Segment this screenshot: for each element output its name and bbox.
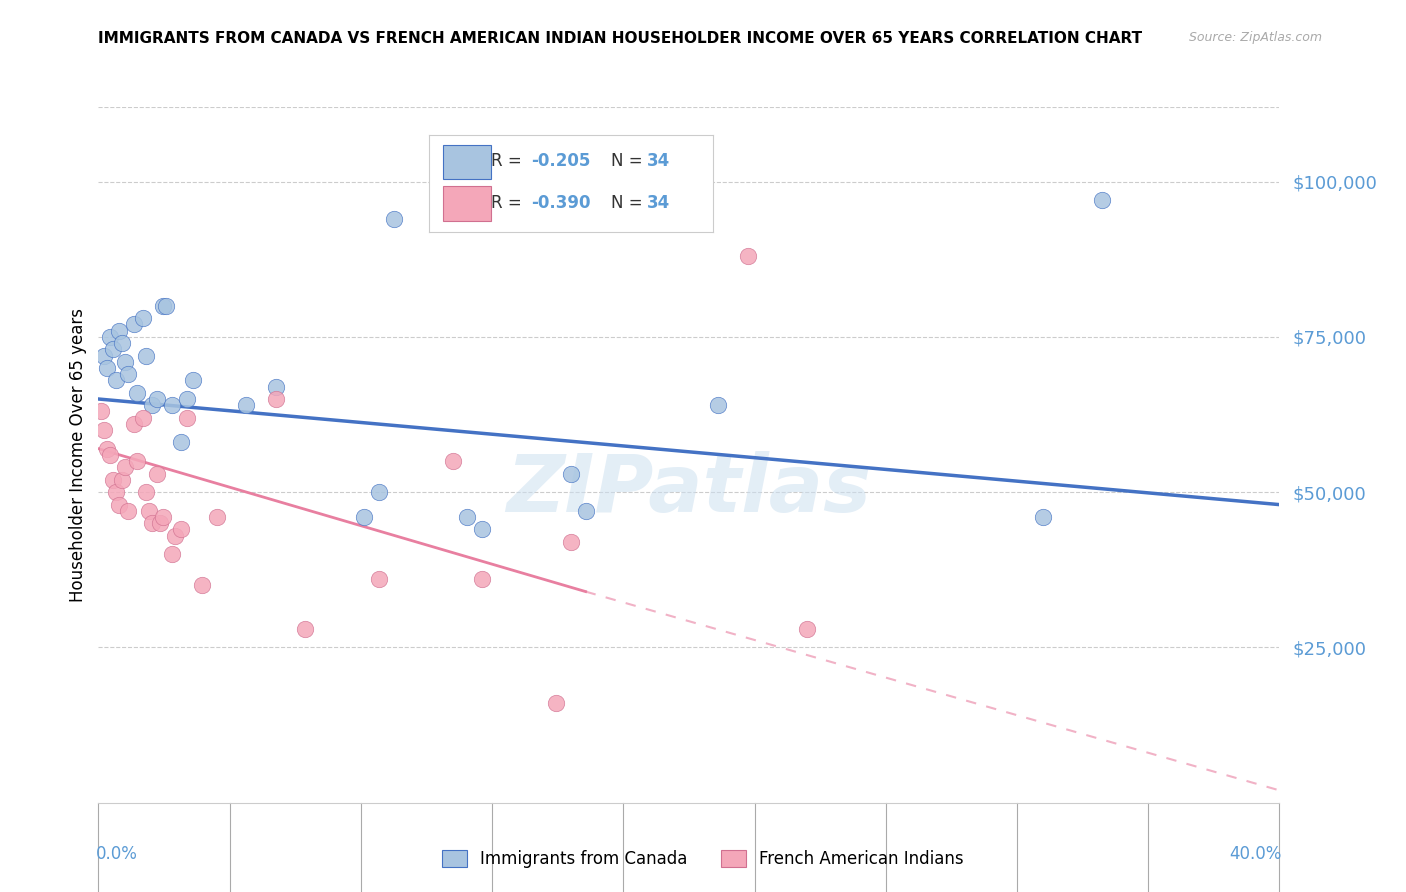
Point — [152, 510, 174, 524]
Point — [191, 578, 214, 592]
Point — [117, 504, 139, 518]
Point — [125, 385, 148, 400]
Point — [114, 460, 136, 475]
Point — [90, 404, 112, 418]
Point — [152, 299, 174, 313]
Point — [574, 504, 596, 518]
Point — [546, 697, 568, 711]
Y-axis label: Householder Income Over 65 years: Householder Income Over 65 years — [69, 308, 87, 602]
Text: 0.0%: 0.0% — [96, 845, 138, 863]
Point — [125, 454, 148, 468]
Point — [560, 534, 582, 549]
Point — [111, 336, 134, 351]
Point — [103, 343, 125, 357]
Point — [155, 299, 177, 313]
Text: -0.205: -0.205 — [531, 153, 591, 170]
Point — [471, 523, 494, 537]
Point — [456, 510, 478, 524]
Text: Source: ZipAtlas.com: Source: ZipAtlas.com — [1188, 31, 1322, 45]
Point — [93, 349, 115, 363]
Point — [105, 485, 128, 500]
Point — [353, 510, 375, 524]
Point — [162, 547, 183, 561]
Point — [132, 410, 155, 425]
Point — [737, 249, 759, 263]
Point — [264, 392, 287, 406]
Point — [235, 398, 257, 412]
Point — [141, 516, 163, 531]
Point — [117, 367, 139, 381]
Point — [176, 392, 198, 406]
Bar — [443, 186, 491, 220]
Text: IMMIGRANTS FROM CANADA VS FRENCH AMERICAN INDIAN HOUSEHOLDER INCOME OVER 65 YEAR: IMMIGRANTS FROM CANADA VS FRENCH AMERICA… — [98, 31, 1143, 46]
Point — [122, 417, 145, 431]
Text: R =: R = — [492, 194, 527, 212]
Point — [138, 504, 160, 518]
Point — [382, 211, 405, 226]
Point — [105, 373, 128, 387]
Point — [176, 410, 198, 425]
Point — [108, 324, 131, 338]
Bar — [443, 145, 491, 178]
Point — [103, 473, 125, 487]
Point — [205, 510, 228, 524]
Text: 34: 34 — [647, 194, 671, 212]
Point — [181, 373, 204, 387]
Point — [93, 423, 115, 437]
Point — [98, 330, 121, 344]
Point — [149, 516, 172, 531]
Point — [96, 360, 118, 375]
Text: 34: 34 — [647, 153, 671, 170]
Point — [165, 529, 187, 543]
Point — [132, 311, 155, 326]
Point — [170, 435, 193, 450]
Point — [1091, 193, 1114, 207]
Point — [471, 572, 494, 586]
Point — [146, 392, 169, 406]
Point — [111, 473, 134, 487]
Point — [707, 398, 730, 412]
Point — [108, 498, 131, 512]
Point — [368, 572, 391, 586]
Text: 40.0%: 40.0% — [1229, 845, 1282, 863]
Point — [96, 442, 118, 456]
Point — [264, 379, 287, 393]
Point — [122, 318, 145, 332]
Point — [170, 523, 193, 537]
Point — [368, 485, 391, 500]
Point — [146, 467, 169, 481]
Text: N =: N = — [610, 194, 647, 212]
Point — [1032, 510, 1054, 524]
Point — [560, 467, 582, 481]
Legend: Immigrants from Canada, French American Indians: Immigrants from Canada, French American … — [436, 843, 970, 875]
Point — [441, 454, 464, 468]
Point — [98, 448, 121, 462]
Point — [114, 355, 136, 369]
Text: R =: R = — [492, 153, 527, 170]
Point — [141, 398, 163, 412]
Text: N =: N = — [610, 153, 647, 170]
Point — [135, 349, 157, 363]
Point — [162, 398, 183, 412]
Point — [294, 622, 316, 636]
Point — [135, 485, 157, 500]
Point — [796, 622, 818, 636]
Text: ZIPatlas: ZIPatlas — [506, 450, 872, 529]
Text: -0.390: -0.390 — [531, 194, 591, 212]
